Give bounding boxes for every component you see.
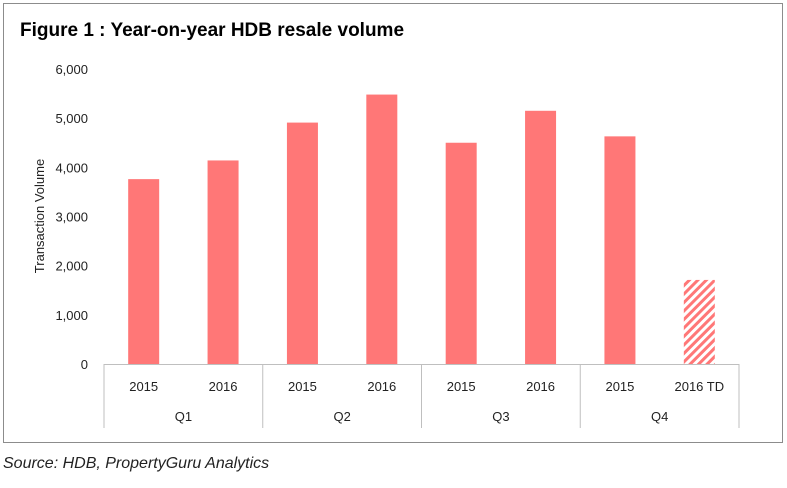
bar [286,122,318,364]
y-axis-label: Transaction Volume [32,159,47,273]
x-group-label: Q1 [175,409,192,424]
y-tick-label: 1,000 [55,308,88,323]
x-tick-label: 2015 [447,379,476,394]
bar [445,142,477,364]
y-tick-label: 3,000 [55,210,88,225]
x-tick-label: 2016 TD [674,379,724,394]
bar [128,179,160,364]
x-tick-label: 2016 [526,379,555,394]
bar [683,279,715,364]
bar [604,136,636,364]
bar [366,94,398,365]
source-note: Source: HDB, PropertyGuru Analytics [3,455,270,472]
y-tick-label: 0 [81,357,88,372]
y-tick-label: 5,000 [55,111,88,126]
bars [128,94,715,365]
y-axis: 0 1,000 2,000 3,000 4,000 5,000 6,000 [55,62,88,372]
bar-chart: 0 1,000 2,000 3,000 4,000 5,000 6,000 2015 2016… [32,62,740,428]
y-tick-label: 6,000 [55,62,88,77]
x-tick-label: 2015 [129,379,158,394]
x-tick-label: 2016 [367,379,396,394]
x-group-label: Q2 [333,409,350,424]
x-tick-label: 2016 [209,379,238,394]
y-tick-label: 2,000 [55,259,88,274]
chart-title: Figure 1 : Year-on-year HDB resale volum… [20,20,405,41]
x-group-label: Q4 [651,409,668,424]
x-tick-label: 2015 [605,379,634,394]
x-axis: 2015 2016 2015 2016 2015 2016 2015 2016 TD Q1 Q2 Q… [103,364,740,428]
bar [207,160,239,364]
bar [525,110,557,365]
y-tick-label: 4,000 [55,160,88,175]
x-group-label: Q3 [492,409,509,424]
x-tick-label: 2015 [288,379,317,394]
